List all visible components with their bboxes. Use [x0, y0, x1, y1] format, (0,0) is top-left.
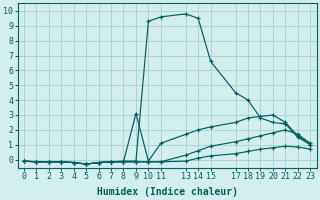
- X-axis label: Humidex (Indice chaleur): Humidex (Indice chaleur): [97, 186, 237, 197]
